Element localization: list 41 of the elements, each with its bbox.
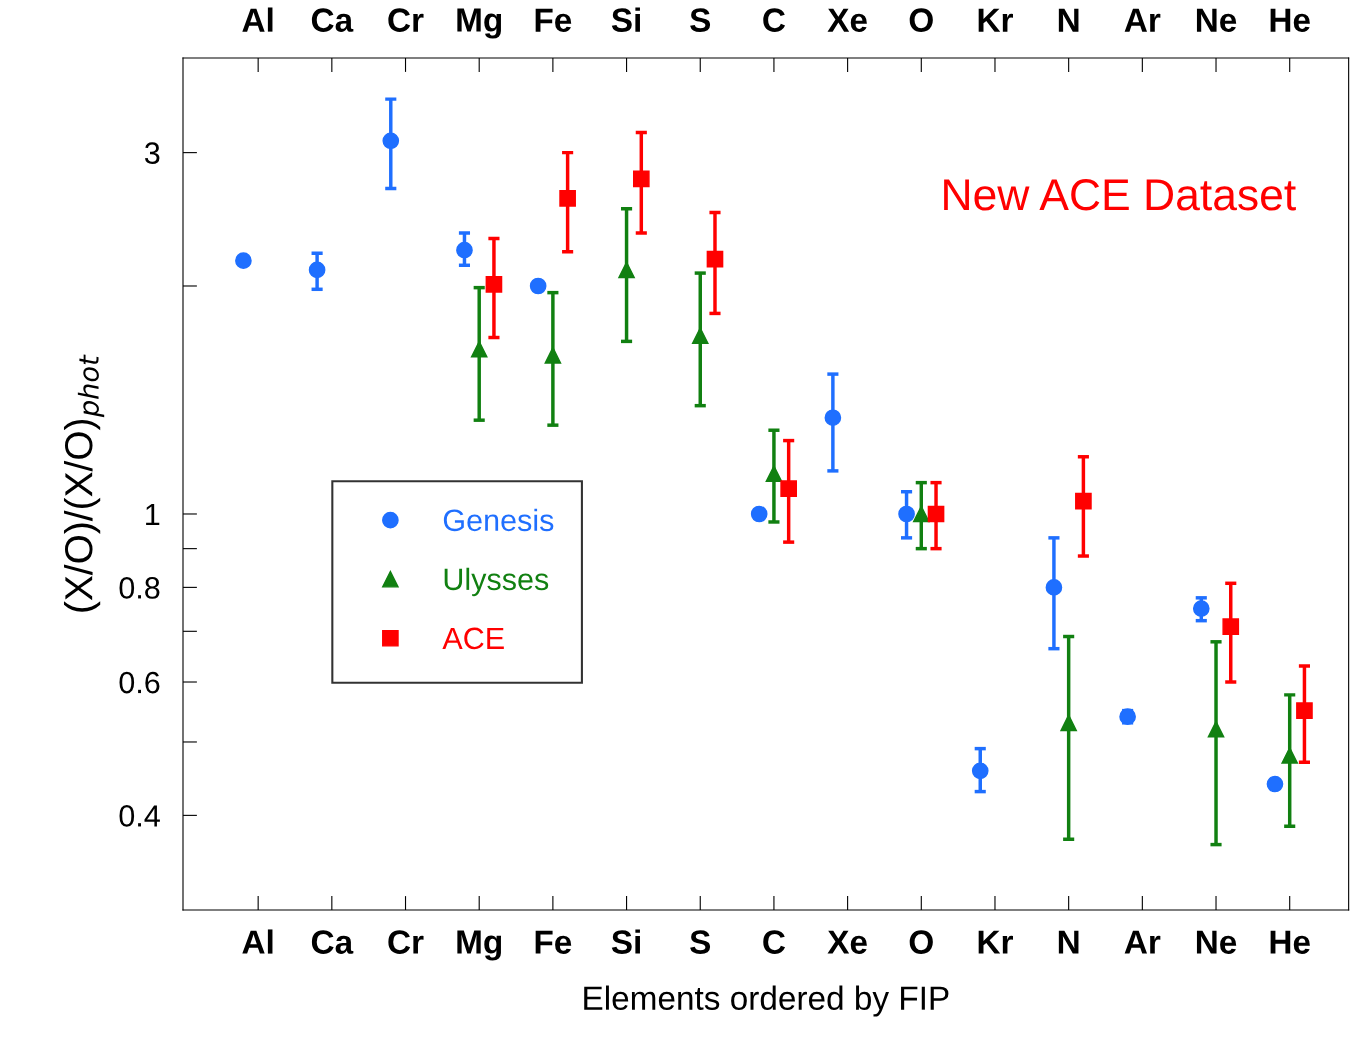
x-tick-label: Ca — [311, 930, 354, 954]
category-label: Cr — [388, 8, 424, 32]
annotation: New ACE Dataset — [944, 179, 1296, 211]
legend-label: ACE — [442, 627, 504, 650]
category-label: Xe — [827, 8, 867, 32]
category-label: Ca — [311, 8, 354, 32]
x-tick-label: N — [1058, 930, 1079, 954]
category-label: S — [690, 8, 711, 32]
x-tick-label: Fe — [535, 930, 572, 954]
category-label: Fe — [535, 8, 572, 32]
x-axis-title: Elements ordered by FIP — [584, 985, 949, 1017]
y-tick-label: 0.8 — [119, 577, 160, 599]
y-tick-label: 3 — [144, 142, 160, 164]
category-label: Si — [611, 7, 640, 32]
x-tick-label: C — [763, 930, 786, 954]
x-tick-label: He — [1270, 930, 1310, 954]
x-tick-label: S — [690, 930, 711, 954]
x-tick-label: Al — [242, 929, 273, 954]
category-label: Mg — [457, 8, 502, 39]
category-label: He — [1270, 8, 1310, 32]
category-label: O — [909, 8, 933, 32]
x-tick-label: Xe — [827, 930, 867, 954]
x-tick-label: Kr — [978, 930, 1013, 954]
x-tick-label: Cr — [388, 930, 424, 954]
x-tick-label: Ne — [1196, 930, 1237, 954]
y-tick-label: 0.4 — [119, 805, 160, 827]
category-label: N — [1058, 8, 1079, 32]
category-label: Kr — [978, 8, 1013, 32]
y-tick-label: 0.6 — [119, 671, 160, 694]
y-tick-label: 1 — [146, 504, 160, 526]
x-tick-label: Si — [611, 929, 640, 954]
legend-label: Ulysses — [444, 567, 549, 597]
x-tick-label: O — [909, 930, 933, 954]
y-axis-title: (X/O)/(X/O)$_{phot}$ — [63, 354, 105, 612]
x-tick-label: Mg — [457, 930, 502, 961]
category-label: Ne — [1196, 8, 1237, 32]
category-label: Ar — [1124, 8, 1161, 32]
category-label: Al — [242, 7, 273, 32]
x-tick-label: Ar — [1124, 930, 1161, 954]
legend-label: Genesis — [443, 508, 554, 532]
category-label: C — [763, 8, 786, 32]
